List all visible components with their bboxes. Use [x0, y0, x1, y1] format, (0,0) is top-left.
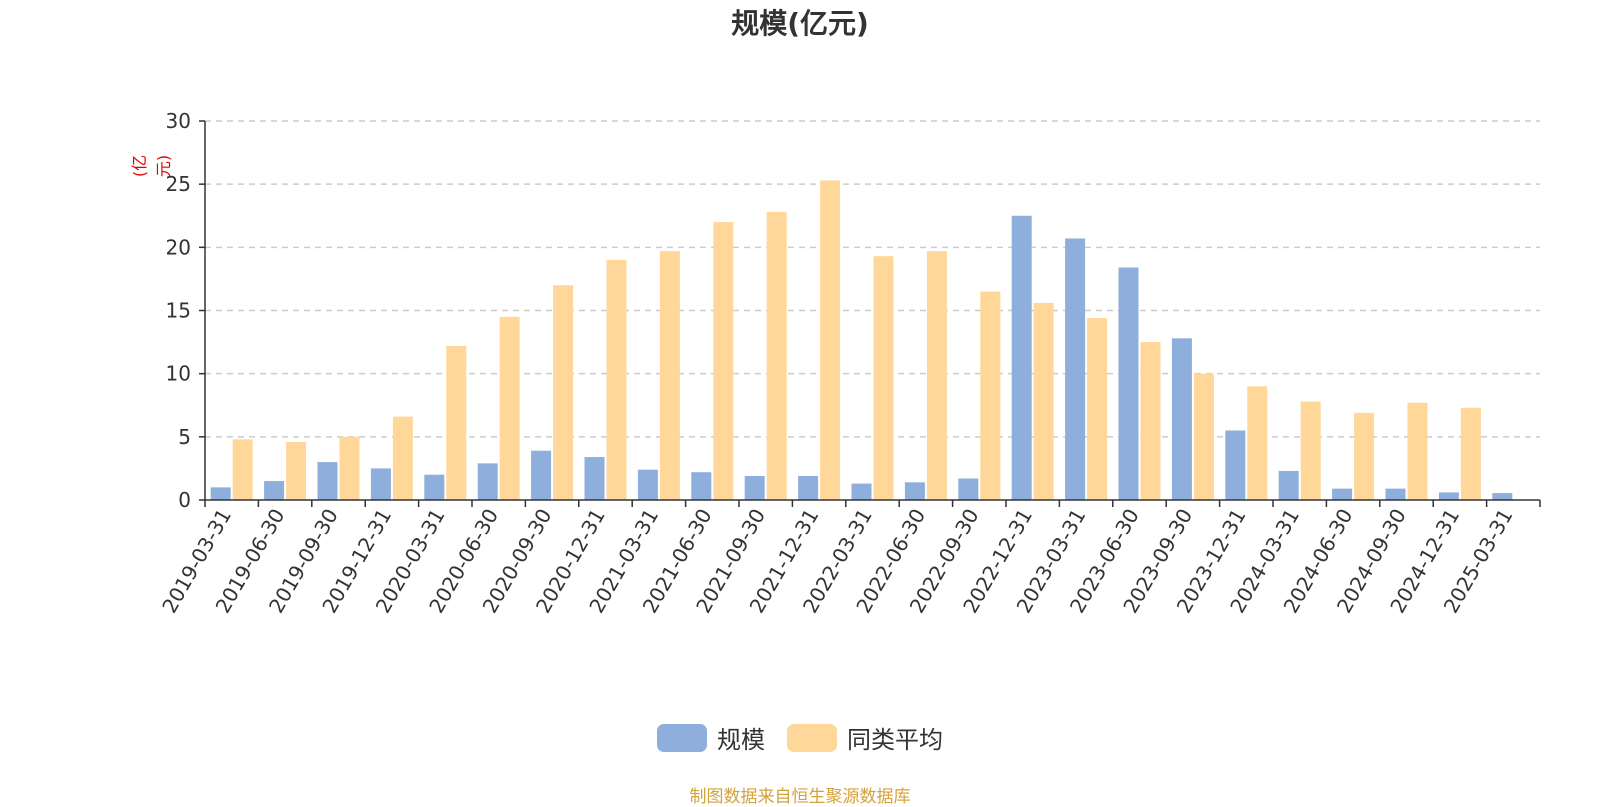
x-tick-labels: 2019-03-312019-06-302019-09-302019-12-31…	[157, 500, 1541, 617]
bar-peer-average[interactable]	[553, 285, 574, 500]
bar-scale[interactable]	[904, 482, 925, 500]
legend: 规模 同类平均	[0, 720, 1600, 755]
y-tick-label: 0	[178, 488, 191, 512]
bar-peer-average[interactable]	[1354, 412, 1375, 500]
bar-scale[interactable]	[317, 462, 338, 500]
bar-scale[interactable]	[424, 474, 445, 500]
bar-peer-average[interactable]	[1460, 407, 1481, 500]
bar-scale[interactable]	[370, 468, 391, 500]
bar-scale[interactable]	[958, 478, 979, 500]
bar-peer-average[interactable]	[286, 441, 307, 500]
bar-peer-average[interactable]	[820, 180, 841, 501]
bar-scale[interactable]	[1492, 493, 1513, 500]
bar-peer-average[interactable]	[606, 259, 627, 500]
bar-scale[interactable]	[851, 483, 872, 500]
bar-peer-average[interactable]	[926, 251, 947, 500]
legend-label-scale: 规模	[717, 726, 765, 754]
bar-scale[interactable]	[1438, 492, 1459, 500]
bar-peer-average[interactable]	[1193, 373, 1214, 500]
legend-swatch-peer-average	[787, 723, 837, 752]
bar-scale[interactable]	[1118, 267, 1139, 500]
bar-peer-average[interactable]	[873, 256, 894, 500]
bars	[210, 180, 1513, 501]
bar-peer-average[interactable]	[1087, 318, 1108, 500]
chart-title: 规模(亿元)	[731, 7, 869, 40]
bar-scale[interactable]	[637, 469, 658, 500]
legend-swatch-scale	[657, 723, 707, 752]
bar-scale[interactable]	[210, 487, 231, 500]
legend-item-scale[interactable]: 规模	[657, 720, 765, 755]
bar-peer-average[interactable]	[1407, 402, 1428, 500]
bar-peer-average[interactable]	[713, 222, 734, 501]
bar-scale[interactable]	[584, 457, 605, 500]
bar-peer-average[interactable]	[392, 416, 413, 500]
bar-peer-average[interactable]	[499, 316, 520, 500]
y-tick-label: 30	[166, 109, 191, 133]
bar-peer-average[interactable]	[980, 291, 1001, 500]
bar-peer-average[interactable]	[1140, 342, 1161, 500]
legend-item-peer-average[interactable]: 同类平均	[787, 720, 943, 755]
bar-scale[interactable]	[798, 475, 819, 500]
y-tick-label: 10	[166, 362, 191, 386]
bar-peer-average[interactable]	[766, 211, 787, 500]
y-tick-labels: 0 5 10 15 20 25 30	[166, 109, 205, 512]
bar-scale[interactable]	[1225, 430, 1246, 500]
bar-scale[interactable]	[1065, 238, 1086, 501]
bar-scale[interactable]	[531, 450, 552, 500]
y-tick-label: 20	[166, 235, 191, 259]
bar-scale[interactable]	[1278, 470, 1299, 500]
bar-scale[interactable]	[691, 472, 712, 500]
bar-peer-average[interactable]	[1033, 302, 1054, 500]
y-tick-label: 15	[166, 299, 191, 323]
y-tick-label: 25	[166, 172, 191, 196]
grid-lines	[205, 120, 1540, 438]
bar-scale[interactable]	[1385, 488, 1406, 500]
bar-peer-average[interactable]	[1247, 386, 1268, 500]
bar-peer-average[interactable]	[659, 251, 680, 500]
bar-scale[interactable]	[1332, 488, 1353, 500]
bar-scale[interactable]	[744, 475, 765, 500]
y-tick-label: 5	[178, 425, 191, 449]
bar-peer-average[interactable]	[1300, 401, 1321, 500]
bar-scale[interactable]	[477, 463, 498, 500]
bar-peer-average[interactable]	[339, 436, 360, 500]
bar-peer-average[interactable]	[232, 439, 253, 500]
legend-label-peer-average: 同类平均	[847, 726, 943, 754]
bar-scale[interactable]	[1171, 338, 1192, 500]
bar-scale[interactable]	[264, 481, 285, 500]
bar-peer-average[interactable]	[446, 345, 467, 500]
data-source-note: 制图数据来自恒生聚源数据库	[689, 787, 911, 807]
bar-scale[interactable]	[1011, 215, 1032, 500]
